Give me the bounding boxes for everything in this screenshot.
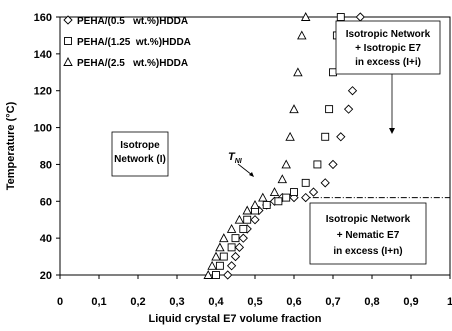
annotation-text: + Nematic E7 <box>337 230 400 241</box>
data-point-square <box>243 215 252 224</box>
data-point-triangle <box>281 159 291 169</box>
data-point-square <box>321 132 330 141</box>
data-point-triangle <box>285 131 295 141</box>
x-tick-label: 0,9 <box>403 296 418 308</box>
data-point-triangle <box>215 242 225 252</box>
series-square <box>212 13 345 279</box>
data-point-square <box>262 201 271 209</box>
legend-label: PEHA/(0.5 wt.%)HDDA <box>77 16 188 27</box>
data-point-diamond <box>234 242 245 252</box>
annotation-isotropic-excess: Isotropic Network + Isotropic E7 in excess… <box>335 20 441 134</box>
data-point-square <box>231 234 240 243</box>
data-point-square <box>313 160 322 169</box>
annotation-box <box>335 20 441 75</box>
series-triangle <box>203 12 311 279</box>
data-point-triangle <box>269 187 280 197</box>
x-axis-label: Liquid crystal E7 volume fraction <box>149 313 322 325</box>
y-tick-label: 100 <box>34 123 52 135</box>
data-point-triangle <box>258 192 268 202</box>
annotation-box <box>111 131 169 177</box>
annotation-text: Network (I) <box>114 154 166 165</box>
legend-label: PEHA/(1.25 wt.%)HDDA <box>77 37 191 48</box>
annotation-tni: TNI <box>228 151 254 177</box>
annotation-text: in excess (I+n) <box>333 246 402 257</box>
data-point-diamond <box>250 215 260 225</box>
annotation-isotrope-network: Isotrope Network (I) <box>111 131 169 177</box>
x-tick-label: 0,8 <box>364 296 379 308</box>
data-point-square <box>227 243 236 252</box>
data-point-triangle <box>211 251 221 261</box>
x-tick-label: 0,2 <box>130 296 145 308</box>
data-point-diamond <box>336 132 346 142</box>
data-point-diamond <box>226 261 237 271</box>
data-point-square <box>290 188 298 197</box>
data-point-triangle <box>300 12 311 21</box>
tni-label: TNI <box>228 151 243 165</box>
data-point-triangle <box>234 214 245 224</box>
data-point-triangle <box>207 260 217 270</box>
data-point-triangle <box>297 30 307 40</box>
data-point-triangle <box>203 270 213 279</box>
data-point-square <box>212 271 220 279</box>
data-point-triangle <box>293 67 303 77</box>
x-tick-label: 0,4 <box>208 296 224 308</box>
data-point-diamond <box>230 251 241 262</box>
legend-marker-square <box>64 37 72 45</box>
data-point-square <box>325 105 334 114</box>
y-tick-label: 160 <box>34 12 52 24</box>
data-point-square <box>282 193 291 202</box>
data-point-diamond <box>347 86 358 96</box>
y-tick-label: 60 <box>40 196 52 208</box>
data-point-diamond <box>223 270 233 280</box>
annotation-text: Isotrope <box>120 140 160 151</box>
data-point-square <box>215 261 224 270</box>
arrowhead <box>389 128 395 134</box>
data-point-square <box>219 252 228 261</box>
x-tick-label: 0,1 <box>91 296 106 308</box>
data-point-diamond <box>301 192 311 203</box>
x-tick-label: 0,6 <box>286 296 301 308</box>
data-point-triangle <box>277 174 288 184</box>
annotation-text: + Isotropic E7 <box>355 43 421 54</box>
x-tick-label: 0,3 <box>169 296 184 308</box>
data-point-diamond <box>328 159 338 170</box>
y-tick-label: 20 <box>40 270 52 282</box>
legend-marker-diamond <box>63 15 73 25</box>
legend-label: PEHA/(2.5 wt.%)HDDA <box>77 58 188 69</box>
data-point-diamond <box>308 187 319 197</box>
data-point-square <box>239 224 248 233</box>
tni-arrow <box>237 163 253 176</box>
data-point-square <box>336 13 345 21</box>
y-axis-label: Temperature (°C) <box>5 101 17 190</box>
annotation-text: Isotropic Network <box>326 214 411 225</box>
annotation-text: Isotropic Network <box>346 29 431 40</box>
data-point-diamond <box>238 233 248 243</box>
data-point-triangle <box>242 205 252 215</box>
annotation-text: in excess (I+i) <box>355 57 421 68</box>
data-point-square <box>301 178 310 187</box>
x-tick-label: 0,5 <box>247 296 262 308</box>
y-tick-label: 140 <box>34 49 52 61</box>
annotation-nematic-excess: Isotropic Network + Nematic E7 in excess (… <box>309 202 427 265</box>
data-point-triangle <box>226 223 237 233</box>
y-tick-label: 120 <box>34 86 52 98</box>
data-point-diamond <box>355 12 365 22</box>
data-point-diamond <box>343 104 354 114</box>
legend-marker-triangle <box>63 57 73 66</box>
data-point-triangle <box>250 200 260 209</box>
x-tick-label: 0,7 <box>325 296 340 308</box>
data-point-square <box>329 68 337 77</box>
annotation-box <box>309 202 427 265</box>
x-tick-label: 0 <box>57 296 63 308</box>
data-point-square <box>274 197 283 206</box>
data-point-triangle <box>289 104 299 114</box>
arrowhead <box>249 172 254 177</box>
y-tick-label: 80 <box>40 159 52 171</box>
x-tick-label: 1 <box>447 296 452 308</box>
data-point-diamond <box>320 178 330 188</box>
data-point-triangle <box>219 233 229 243</box>
y-tick-label: 40 <box>40 233 52 245</box>
